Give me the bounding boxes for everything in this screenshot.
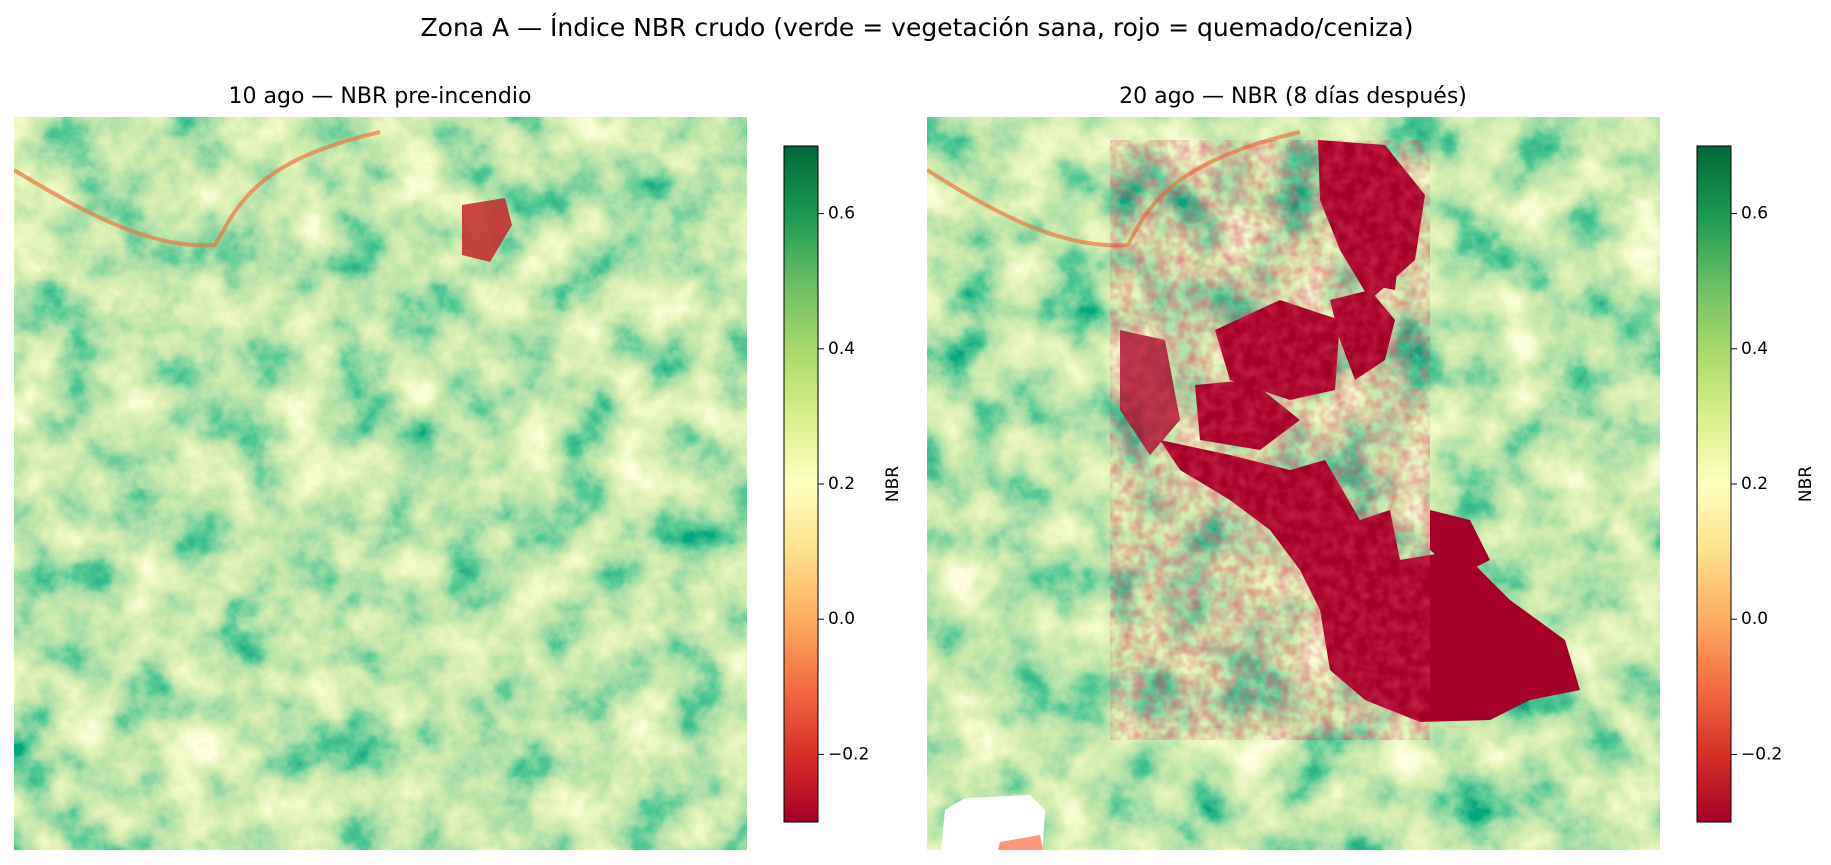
colorbar-tick-label: −0.2 <box>828 744 869 764</box>
colorbar-tick-label: 0.4 <box>1741 339 1768 359</box>
subplot-title: 20 ago — NBR (8 días después) <box>1119 84 1467 109</box>
colorbar-tick-label: 0.0 <box>1741 609 1768 629</box>
colorbar-tick-label: 0.2 <box>1741 474 1768 494</box>
subplot-title: 10 ago — NBR pre-incendio <box>229 84 532 109</box>
raster-image <box>14 117 747 850</box>
colorbar-tick-label: −0.2 <box>1741 744 1782 764</box>
colorbar-label: NBR <box>1796 466 1816 502</box>
colorbar-tick-label: 0.4 <box>828 339 855 359</box>
colorbar <box>1696 145 1732 823</box>
colorbar-tick-label: 0.2 <box>828 474 855 494</box>
colorbar-tick-label: 0.0 <box>828 609 855 629</box>
figure-title: Zona A — Índice NBR crudo (verde = veget… <box>421 13 1414 42</box>
colorbar <box>783 145 819 823</box>
colorbar-tick-label: 0.6 <box>828 204 855 224</box>
colorbar-tick-label: 0.6 <box>1741 204 1768 224</box>
colorbar-label: NBR <box>883 466 903 502</box>
raster-image <box>927 117 1660 850</box>
